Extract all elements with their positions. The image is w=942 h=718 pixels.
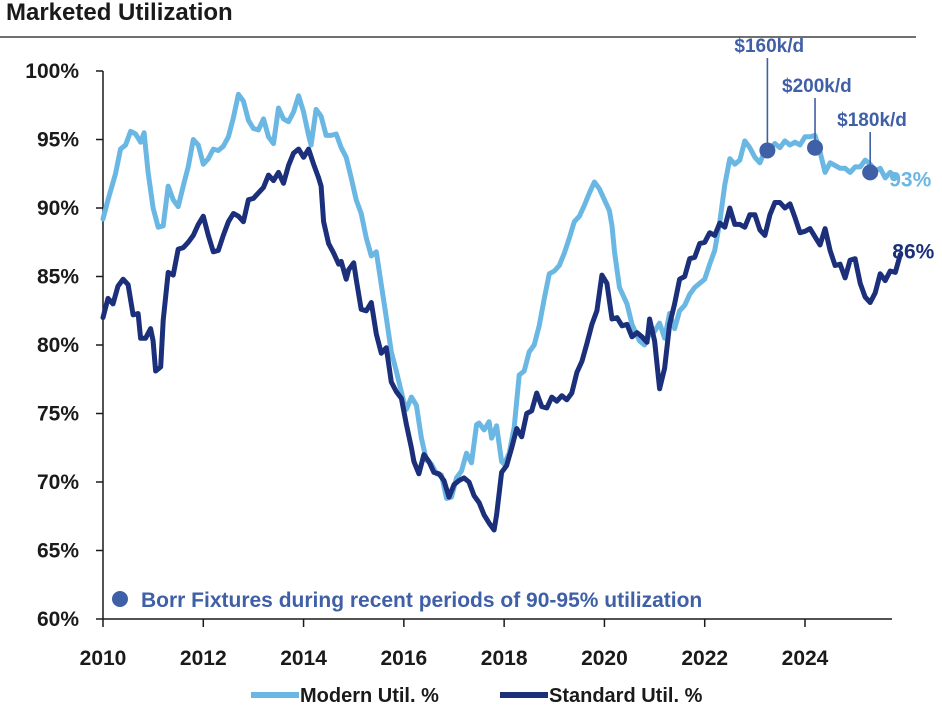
fixture-marker bbox=[759, 142, 776, 159]
x-tick-label: 2022 bbox=[681, 647, 728, 670]
standard-end-label: 86% bbox=[892, 241, 934, 264]
x-tick-label: 2014 bbox=[280, 647, 327, 670]
x-tick-label: 2020 bbox=[581, 647, 628, 670]
modern-util-line bbox=[100, 91, 898, 501]
modern-end-label: 93% bbox=[889, 168, 931, 191]
x-axis: 2010 2012 2014 2016 2018 2020 2022 2024 bbox=[80, 618, 892, 670]
y-tick-label: 100% bbox=[25, 60, 79, 83]
y-tick-label: 65% bbox=[37, 540, 79, 563]
y-tick-label: 95% bbox=[37, 129, 79, 152]
fixture-note-dot bbox=[112, 591, 128, 607]
y-tick-label: 85% bbox=[37, 266, 79, 289]
x-tick-label: 2024 bbox=[782, 647, 829, 670]
fixture-marker bbox=[862, 164, 879, 181]
x-tick-label: 2016 bbox=[380, 647, 427, 670]
legend: Modern Util. % Standard Util. % bbox=[251, 685, 703, 707]
x-tick-label: 2010 bbox=[80, 647, 127, 670]
y-tick-label: 70% bbox=[37, 471, 79, 494]
fixture-note-text: Borr Fixtures during recent periods of 9… bbox=[141, 589, 702, 612]
fixture-rate-label: $180k/d bbox=[837, 110, 907, 131]
chart-title: Marketed Utilization bbox=[6, 0, 233, 26]
fixture-rate-label: $200k/d bbox=[782, 76, 852, 97]
y-tick-label: 80% bbox=[37, 334, 79, 357]
standard-util-line bbox=[100, 146, 903, 533]
x-tick-label: 2012 bbox=[180, 647, 227, 670]
fixture-rate-label: $160k/d bbox=[734, 36, 804, 57]
legend-label: Standard Util. % bbox=[549, 685, 703, 707]
y-axis: 100% 95% 90% 85% 80% 75% 70% 65% 60% bbox=[25, 60, 104, 631]
series-lines bbox=[100, 91, 903, 533]
fixture-marker bbox=[807, 139, 824, 156]
fixture-note: Borr Fixtures during recent periods of 9… bbox=[112, 589, 702, 612]
x-tick-label: 2018 bbox=[481, 647, 528, 670]
legend-label: Modern Util. % bbox=[300, 685, 439, 707]
y-tick-label: 75% bbox=[37, 403, 79, 426]
end-labels: 93% 86% bbox=[889, 168, 934, 263]
y-tick-label: 60% bbox=[37, 608, 79, 631]
y-tick-label: 90% bbox=[37, 197, 79, 220]
fixture-markers: $160k/d $200k/d $180k/d bbox=[734, 36, 907, 181]
